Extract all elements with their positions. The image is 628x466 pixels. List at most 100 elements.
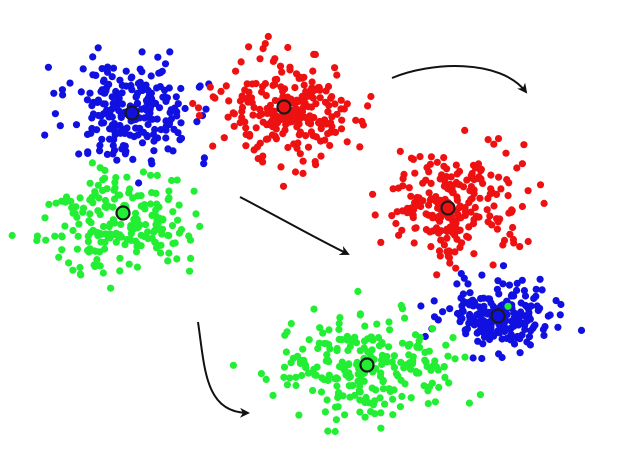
data-point [466, 289, 474, 297]
data-point [140, 201, 148, 209]
data-point [316, 86, 324, 94]
data-point [479, 340, 487, 348]
data-point [245, 43, 253, 51]
data-point [433, 158, 441, 166]
data-point [144, 228, 152, 236]
data-point [165, 84, 173, 92]
data-point [56, 122, 64, 130]
data-point [332, 374, 340, 382]
data-point [168, 222, 177, 230]
data-point [69, 226, 77, 235]
data-point [84, 238, 92, 246]
data-point [397, 376, 405, 384]
data-point [374, 334, 383, 342]
data-point [175, 229, 183, 237]
data-point [532, 292, 540, 300]
data-point [498, 353, 506, 362]
data-point [302, 132, 310, 140]
data-point [373, 320, 381, 328]
data-point [99, 269, 107, 277]
data-point [531, 321, 539, 329]
data-point [367, 333, 376, 341]
data-point [146, 103, 154, 112]
data-point [128, 86, 136, 94]
data-point [392, 219, 400, 228]
data-point [467, 195, 475, 204]
data-point [368, 346, 376, 354]
data-point [116, 231, 124, 239]
data-point [296, 150, 304, 158]
data-point [451, 248, 459, 256]
data-point [281, 126, 289, 134]
data-point [471, 203, 479, 212]
data-point [164, 145, 172, 153]
data-point [98, 135, 106, 143]
data-point [192, 210, 200, 218]
data-point [398, 226, 406, 234]
data-point [331, 128, 340, 136]
green-cluster-moved [229, 287, 512, 436]
data-point [292, 116, 300, 124]
data-point [269, 391, 277, 399]
data-point [504, 302, 512, 310]
data-point [470, 216, 478, 224]
data-point [299, 103, 307, 111]
data-point [477, 295, 485, 303]
data-point [146, 109, 154, 117]
data-point [67, 197, 75, 205]
data-point [431, 398, 439, 406]
data-point [429, 214, 437, 222]
data-point [96, 147, 104, 155]
data-point [410, 239, 418, 247]
data-point [474, 328, 482, 336]
data-point [465, 399, 473, 407]
data-point [540, 331, 548, 339]
data-point [433, 271, 441, 279]
data-point [352, 360, 361, 369]
data-point [257, 370, 265, 378]
data-point [518, 331, 526, 339]
data-point [137, 231, 145, 239]
data-point [475, 175, 483, 183]
data-point [401, 314, 409, 322]
data-point [394, 184, 402, 192]
data-point [286, 374, 294, 382]
data-point [467, 183, 475, 191]
data-point [546, 311, 554, 319]
data-point [309, 67, 317, 75]
data-point [106, 234, 114, 242]
data-point [538, 286, 546, 294]
data-point [413, 193, 421, 202]
data-point [416, 153, 424, 161]
data-point [283, 381, 291, 389]
data-point [371, 397, 379, 405]
data-point [316, 94, 324, 102]
data-point [407, 192, 415, 200]
data-point [458, 314, 466, 322]
data-point [147, 72, 155, 80]
data-point [526, 341, 535, 349]
data-point [144, 120, 152, 129]
data-point [331, 100, 339, 108]
data-point [242, 124, 250, 132]
data-point [322, 357, 330, 365]
centroid-marker [124, 105, 140, 121]
data-point [510, 340, 519, 348]
data-point [436, 252, 444, 260]
data-point [45, 200, 53, 208]
data-point [499, 262, 508, 270]
data-point [152, 189, 160, 197]
data-point [308, 78, 316, 86]
data-point [193, 118, 201, 126]
data-point [296, 128, 304, 136]
data-point [321, 408, 329, 416]
data-point [456, 243, 464, 251]
data-point [116, 191, 124, 199]
data-point [440, 154, 448, 162]
data-point [101, 230, 109, 238]
data-point [383, 353, 391, 361]
data-point [113, 156, 121, 164]
data-point [343, 138, 351, 146]
data-point [165, 249, 173, 257]
data-point [107, 284, 115, 292]
